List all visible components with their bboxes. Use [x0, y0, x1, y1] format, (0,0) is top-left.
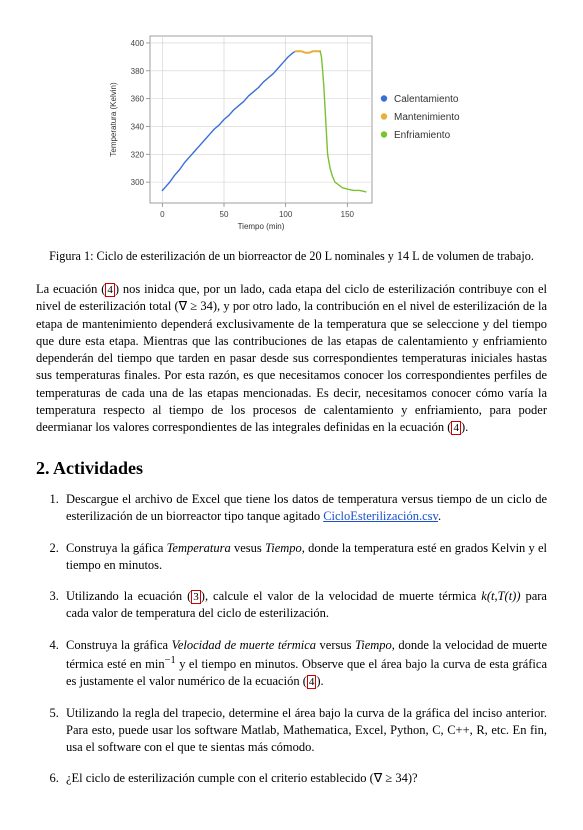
chart-container: 300 320 340 360 380 400 0 50 100 150 Tiempo (min) T… [36, 28, 547, 238]
activity-text: . [438, 509, 441, 523]
section-heading: 2. Actividades [36, 456, 547, 481]
para-text: ) nos inidca que, por un lado, cada etap… [36, 282, 547, 434]
svg-text:400: 400 [130, 39, 144, 48]
svg-text:340: 340 [130, 122, 144, 131]
svg-text:100: 100 [278, 210, 292, 219]
activity-text: ), calcule el valor de la velocidad de m… [201, 589, 481, 603]
list-item: Construya la gáfica Temperatura vesus Ti… [62, 540, 547, 575]
svg-text:Enfriamiento: Enfriamiento [394, 130, 451, 141]
italic-term: Temperatura [167, 541, 231, 555]
svg-text:Tiempo (min): Tiempo (min) [237, 222, 284, 231]
svg-text:0: 0 [160, 210, 165, 219]
svg-text:Temperatura (Kelvin): Temperatura (Kelvin) [109, 82, 118, 157]
svg-text:360: 360 [130, 95, 144, 104]
superscript: −1 [165, 655, 176, 666]
svg-text:320: 320 [130, 150, 144, 159]
svg-text:Mantenimiento: Mantenimiento [394, 112, 460, 123]
activities-list: Descargue el archivo de Excel que tiene … [36, 491, 547, 787]
para-text: La ecuación ( [36, 282, 105, 296]
activity-text: Utilizando la ecuación ( [66, 589, 191, 603]
activity-text: Utilizando la regla del trapecio, determ… [66, 706, 547, 755]
sterilization-chart: 300 320 340 360 380 400 0 50 100 150 Tiempo (min) T… [102, 28, 482, 233]
italic-term: Tiempo [355, 638, 392, 652]
activity-text: ¿El ciclo de esterilización cumple con e… [66, 771, 418, 785]
download-link[interactable]: CicloEsterilización.csv [323, 509, 438, 523]
svg-text:150: 150 [340, 210, 354, 219]
eq-ref-4[interactable]: 4 [307, 675, 317, 689]
list-item: Utilizando la regla del trapecio, determ… [62, 705, 547, 757]
activity-text: vesus [231, 541, 265, 555]
list-item: ¿El ciclo de esterilización cumple con e… [62, 770, 547, 787]
activity-text: Construya la gáfica [66, 541, 167, 555]
italic-term: Tiempo [265, 541, 302, 555]
svg-text:300: 300 [130, 178, 144, 187]
svg-text:50: 50 [219, 210, 228, 219]
para-text: ). [461, 420, 468, 434]
eq-ref-2[interactable]: 4 [451, 421, 461, 435]
figure-caption: Figura 1: Ciclo de esterilización de un … [36, 248, 547, 265]
eq-ref-1[interactable]: 4 [105, 283, 115, 297]
activity-text: versus [316, 638, 355, 652]
svg-text:Calentamiento: Calentamiento [394, 94, 459, 105]
list-item: Utilizando la ecuación (3), calcule el v… [62, 588, 547, 623]
list-item: Construya la gráfica Velocidad de muerte… [62, 637, 547, 691]
svg-text:380: 380 [130, 67, 144, 76]
activity-text: ). [316, 674, 323, 688]
math-expr: k(t,T(t)) [481, 589, 520, 603]
eq-ref-3[interactable]: 3 [191, 590, 201, 604]
list-item: Descargue el archivo de Excel que tiene … [62, 491, 547, 526]
activity-text: Descargue el archivo de Excel que tiene … [66, 492, 547, 523]
italic-term: Velocidad de muerte térmica [172, 638, 316, 652]
paragraph-main: La ecuación (4) nos inidca que, por un l… [36, 281, 547, 436]
activity-text: Construya la gráfica [66, 638, 172, 652]
